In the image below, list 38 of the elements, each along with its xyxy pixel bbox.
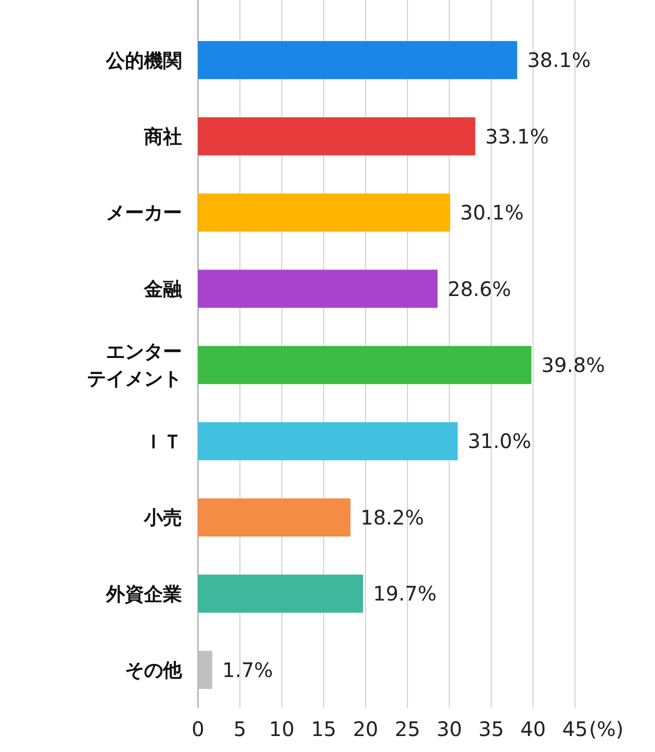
x-tick-label: 30 bbox=[436, 717, 462, 742]
data-label: 18.2% bbox=[360, 505, 424, 530]
data-label: 31.0% bbox=[468, 429, 532, 454]
y-tick-label: メーカー bbox=[106, 202, 182, 224]
x-tick-label: 40 bbox=[520, 717, 546, 742]
x-tick-label: 15 bbox=[310, 717, 336, 742]
x-tick-label: 10 bbox=[269, 717, 295, 742]
bar bbox=[198, 270, 438, 308]
data-label: 30.1% bbox=[460, 200, 524, 225]
y-tick-label: 金融 bbox=[143, 278, 183, 300]
bar bbox=[198, 650, 212, 689]
x-axis-title: (%) bbox=[589, 717, 624, 742]
data-label: 28.6% bbox=[448, 276, 512, 301]
bar bbox=[198, 117, 476, 156]
y-tick-label: エンターテイメント bbox=[87, 341, 182, 390]
data-label: 38.1% bbox=[527, 48, 591, 72]
bar bbox=[198, 422, 458, 460]
data-label: 1.7% bbox=[222, 658, 274, 682]
y-tick-label: 商社 bbox=[143, 126, 182, 148]
x-tick-label: 5 bbox=[234, 717, 246, 742]
bar bbox=[198, 346, 532, 384]
x-tick-label: 35 bbox=[478, 717, 504, 742]
bar bbox=[198, 194, 450, 232]
y-tick-label: ＩＴ bbox=[144, 430, 182, 453]
y-tick-label: 外資企業 bbox=[105, 583, 182, 606]
y-tick-label: その他 bbox=[125, 660, 183, 682]
bar bbox=[198, 41, 518, 80]
x-tick-label: 45 bbox=[562, 717, 588, 742]
bar bbox=[198, 574, 364, 613]
y-tick-label: 小売 bbox=[143, 507, 182, 530]
data-label: 33.1% bbox=[485, 124, 549, 148]
x-tick-label: 25 bbox=[394, 717, 420, 742]
bar bbox=[198, 498, 350, 536]
data-label: 19.7% bbox=[373, 582, 437, 606]
x-tick-label: 20 bbox=[352, 717, 378, 742]
y-tick-label: 公的機関 bbox=[105, 50, 182, 72]
x-tick-label: 0 bbox=[192, 717, 204, 742]
data-label: 39.8% bbox=[541, 353, 605, 377]
